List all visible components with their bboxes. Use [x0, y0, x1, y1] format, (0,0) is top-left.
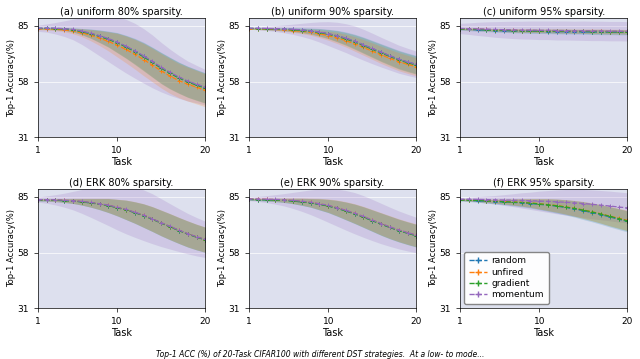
Title: (c) uniform 95% sparsity.: (c) uniform 95% sparsity. — [483, 7, 605, 17]
X-axis label: Task: Task — [533, 157, 554, 167]
Y-axis label: Top-1 Accuracy(%): Top-1 Accuracy(%) — [7, 38, 16, 117]
Title: (b) uniform 90% sparsity.: (b) uniform 90% sparsity. — [271, 7, 394, 17]
X-axis label: Task: Task — [322, 157, 343, 167]
X-axis label: Task: Task — [322, 328, 343, 338]
Y-axis label: Top-1 Accuracy(%): Top-1 Accuracy(%) — [429, 209, 438, 288]
Title: (f) ERK 95% sparsity.: (f) ERK 95% sparsity. — [493, 178, 595, 188]
X-axis label: Task: Task — [111, 328, 132, 338]
Text: Top-1 ACC (%) of 20-Task CIFAR100 with different DST strategies.  At a low- to m: Top-1 ACC (%) of 20-Task CIFAR100 with d… — [156, 350, 484, 359]
Title: (e) ERK 90% sparsity.: (e) ERK 90% sparsity. — [280, 178, 385, 188]
X-axis label: Task: Task — [533, 328, 554, 338]
Y-axis label: Top-1 Accuracy(%): Top-1 Accuracy(%) — [7, 209, 16, 288]
Title: (a) uniform 80% sparsity.: (a) uniform 80% sparsity. — [60, 7, 183, 17]
Y-axis label: Top-1 Accuracy(%): Top-1 Accuracy(%) — [429, 38, 438, 117]
X-axis label: Task: Task — [111, 157, 132, 167]
Legend: random, unfired, gradient, momentum: random, unfired, gradient, momentum — [465, 252, 548, 304]
Y-axis label: Top-1 Accuracy(%): Top-1 Accuracy(%) — [218, 38, 227, 117]
Y-axis label: Top-1 Accuracy(%): Top-1 Accuracy(%) — [218, 209, 227, 288]
Title: (d) ERK 80% sparsity.: (d) ERK 80% sparsity. — [69, 178, 174, 188]
